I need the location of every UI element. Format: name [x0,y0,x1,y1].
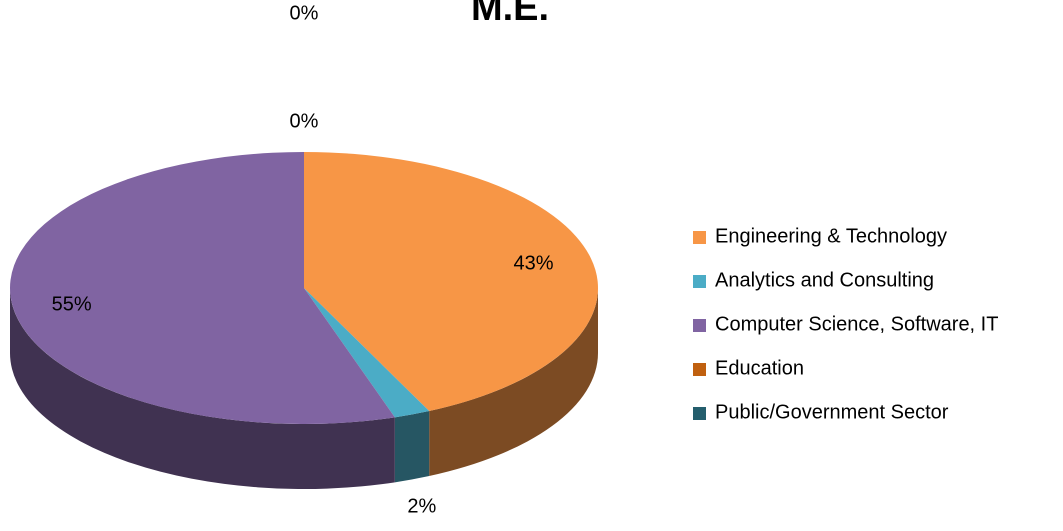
slice-side [10,288,395,490]
legend-label: Analytics and Consulting [715,269,934,291]
legend-swatch [693,275,706,288]
legend-label: Education [715,357,804,379]
legend-swatch [693,319,706,332]
legend-swatch [693,407,706,420]
chart-title: M.E. [471,0,549,29]
data-label: 0% [290,110,319,132]
legend-label: Engineering & Technology [715,225,947,247]
legend-label: Public/Government Sector [715,401,949,423]
data-label: 43% [514,253,554,275]
data-label: 55% [52,293,92,315]
slice-side [394,411,430,483]
slice-side [429,288,598,477]
data-label: 0% [290,2,319,24]
legend-swatch [693,363,706,376]
slice [10,152,395,424]
slice [304,288,430,418]
legend-swatch [693,231,706,244]
slice [304,152,599,412]
data-label: 2% [407,496,436,518]
legend-label: Computer Science, Software, IT [715,313,998,335]
